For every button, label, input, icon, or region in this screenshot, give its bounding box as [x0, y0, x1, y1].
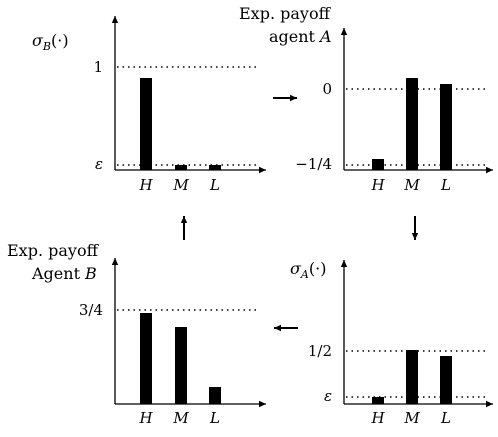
x-tick-L: L: [209, 409, 220, 427]
tick-label-0: 0: [322, 80, 332, 98]
tick-label-1: 1: [93, 58, 103, 76]
y-axis-label-line1: Exp. payoff: [239, 4, 332, 23]
panel-bottom-left: Exp. payoff Agent B 3/4 H M L: [7, 241, 266, 427]
bar-H: [372, 397, 384, 404]
tick-label-epsilon: ε: [324, 387, 332, 405]
y-axis-label-line2: Agent B: [31, 264, 97, 283]
bar-M: [406, 350, 418, 404]
x-tick-L: L: [209, 176, 220, 194]
x-tick-L: L: [440, 409, 451, 427]
x-tick-H: H: [138, 176, 153, 194]
x-tick-H: H: [370, 176, 385, 194]
y-axis-label: σB(·): [32, 31, 69, 53]
bar-L: [440, 356, 452, 404]
x-tick-H: H: [370, 409, 385, 427]
bar-L: [440, 84, 452, 170]
bar-M: [175, 165, 187, 170]
x-tick-M: M: [403, 176, 420, 194]
x-tick-M: M: [403, 409, 420, 427]
bar-H: [140, 78, 152, 170]
y-axis-label-line2: agent A: [269, 27, 332, 46]
y-axis-label: σA(·): [290, 259, 326, 281]
y-axis-label-line1: Exp. payoff: [7, 241, 100, 260]
x-tick-M: M: [172, 176, 189, 194]
bar-M: [175, 327, 187, 404]
bar-H: [140, 313, 152, 404]
x-tick-H: H: [138, 409, 153, 427]
tick-label-three-quarters: 3/4: [79, 301, 103, 319]
x-tick-M: M: [172, 409, 189, 427]
tick-label-minus-quarter: −1/4: [295, 155, 332, 173]
bar-H: [372, 159, 384, 170]
tick-label-half: 1/2: [308, 342, 332, 360]
bar-L: [209, 387, 221, 404]
tick-label-epsilon: ε: [95, 155, 103, 173]
panel-top-right: Exp. payoff agent A 0 −1/4 H M L: [239, 4, 493, 194]
bar-M: [406, 78, 418, 170]
x-tick-L: L: [440, 176, 451, 194]
panel-top-left: σB(·) 1 ε H M L: [32, 16, 266, 194]
panel-bottom-right: σA(·) 1/2 ε H M L: [290, 259, 493, 427]
bar-L: [209, 165, 221, 170]
